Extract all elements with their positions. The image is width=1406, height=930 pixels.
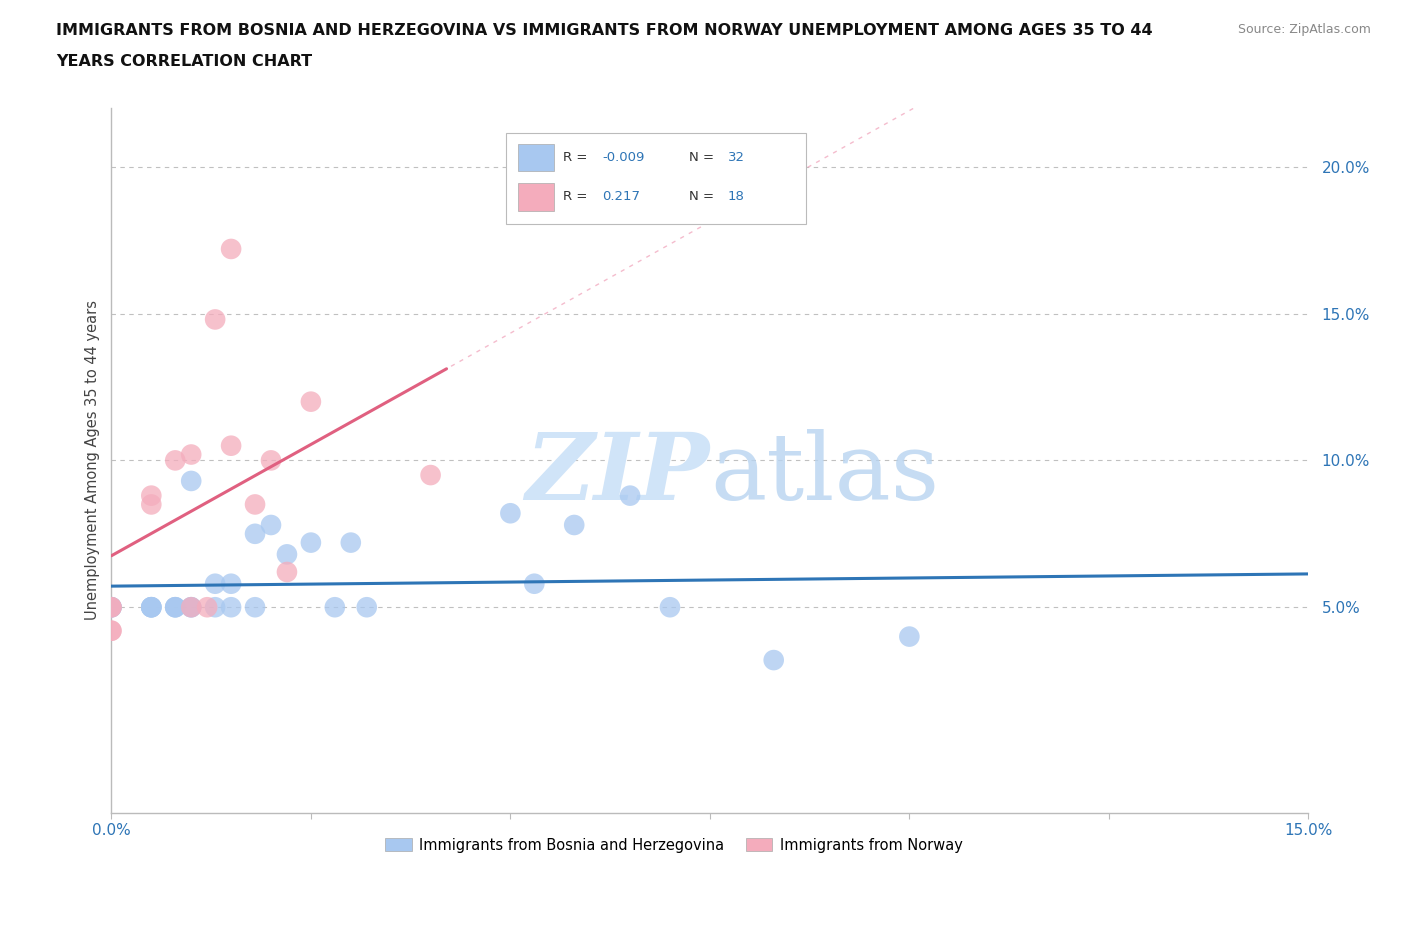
Point: [180, 473, 202, 488]
Point: [180, 600, 202, 615]
Point: [562, 518, 585, 533]
Point: [165, 600, 187, 615]
Point: [619, 488, 641, 503]
Point: [219, 577, 242, 591]
Point: [180, 600, 202, 615]
Point: [499, 506, 522, 521]
Point: [219, 438, 242, 453]
Point: [141, 600, 163, 615]
Point: [762, 653, 785, 668]
Point: [100, 600, 122, 615]
Point: [219, 600, 242, 615]
Text: ZIP: ZIP: [526, 430, 710, 520]
Legend: Immigrants from Bosnia and Herzegovina, Immigrants from Norway: Immigrants from Bosnia and Herzegovina, …: [380, 831, 969, 858]
Point: [340, 535, 363, 550]
Point: [243, 497, 266, 512]
Point: [898, 630, 921, 644]
Point: [141, 600, 163, 615]
Point: [356, 600, 378, 615]
Text: IMMIGRANTS FROM BOSNIA AND HERZEGOVINA VS IMMIGRANTS FROM NORWAY UNEMPLOYMENT AM: IMMIGRANTS FROM BOSNIA AND HERZEGOVINA V…: [56, 23, 1153, 38]
Point: [219, 242, 242, 257]
Point: [276, 547, 298, 562]
Point: [100, 600, 122, 615]
Point: [165, 600, 187, 615]
Point: [195, 600, 218, 615]
Point: [100, 623, 122, 638]
Point: [299, 394, 322, 409]
Point: [276, 565, 298, 579]
Point: [204, 312, 226, 326]
Point: [260, 453, 283, 468]
Point: [141, 488, 163, 503]
Text: YEARS CORRELATION CHART: YEARS CORRELATION CHART: [56, 54, 312, 69]
Point: [141, 600, 163, 615]
Point: [100, 600, 122, 615]
Point: [165, 600, 187, 615]
Point: [100, 623, 122, 638]
Point: [180, 600, 202, 615]
Point: [243, 526, 266, 541]
Point: [141, 497, 163, 512]
Point: [141, 600, 163, 615]
Point: [419, 468, 441, 483]
Y-axis label: Unemployment Among Ages 35 to 44 years: Unemployment Among Ages 35 to 44 years: [86, 300, 100, 620]
Point: [180, 447, 202, 462]
Point: [260, 518, 283, 533]
Point: [523, 577, 546, 591]
Point: [243, 600, 266, 615]
Point: [100, 600, 122, 615]
Point: [165, 453, 187, 468]
Point: [204, 600, 226, 615]
Text: Source: ZipAtlas.com: Source: ZipAtlas.com: [1237, 23, 1371, 36]
Point: [323, 600, 346, 615]
Point: [100, 600, 122, 615]
Text: atlas: atlas: [710, 430, 939, 520]
Point: [659, 600, 682, 615]
Point: [204, 577, 226, 591]
Point: [299, 535, 322, 550]
